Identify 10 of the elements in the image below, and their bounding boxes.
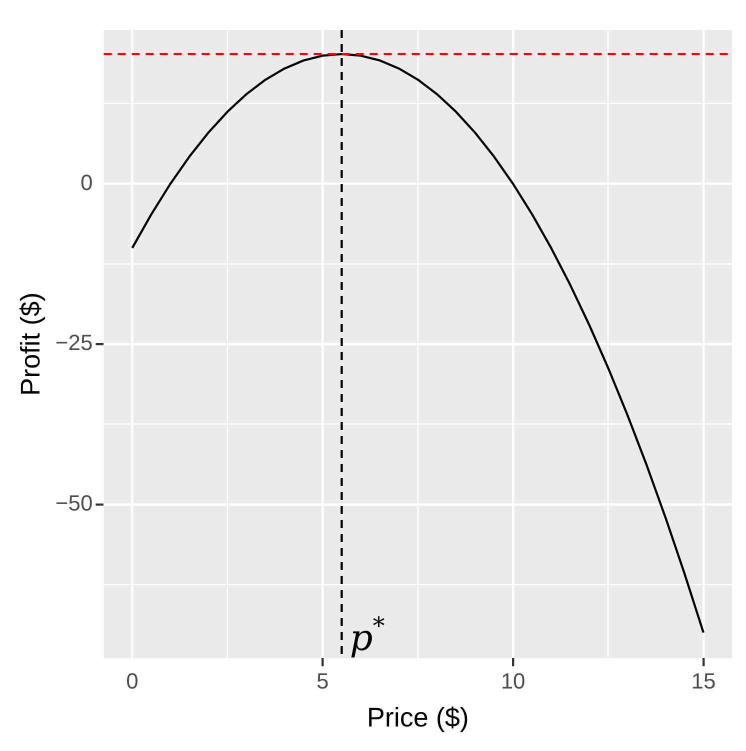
y-tick-label: −25 (55, 330, 93, 356)
x-tick-label: 0 (126, 668, 138, 694)
y-tick-label: 0 (80, 170, 93, 195)
ref-line-label: p* (350, 612, 385, 660)
y-axis-title: Profit ($) (16, 292, 46, 396)
x-tick-label: 10 (500, 668, 526, 694)
y-tick-label: −50 (55, 490, 93, 516)
x-axis-title: Price ($) (366, 702, 469, 732)
x-tick-label: 15 (691, 668, 716, 694)
x-tick-label: 5 (316, 668, 329, 694)
